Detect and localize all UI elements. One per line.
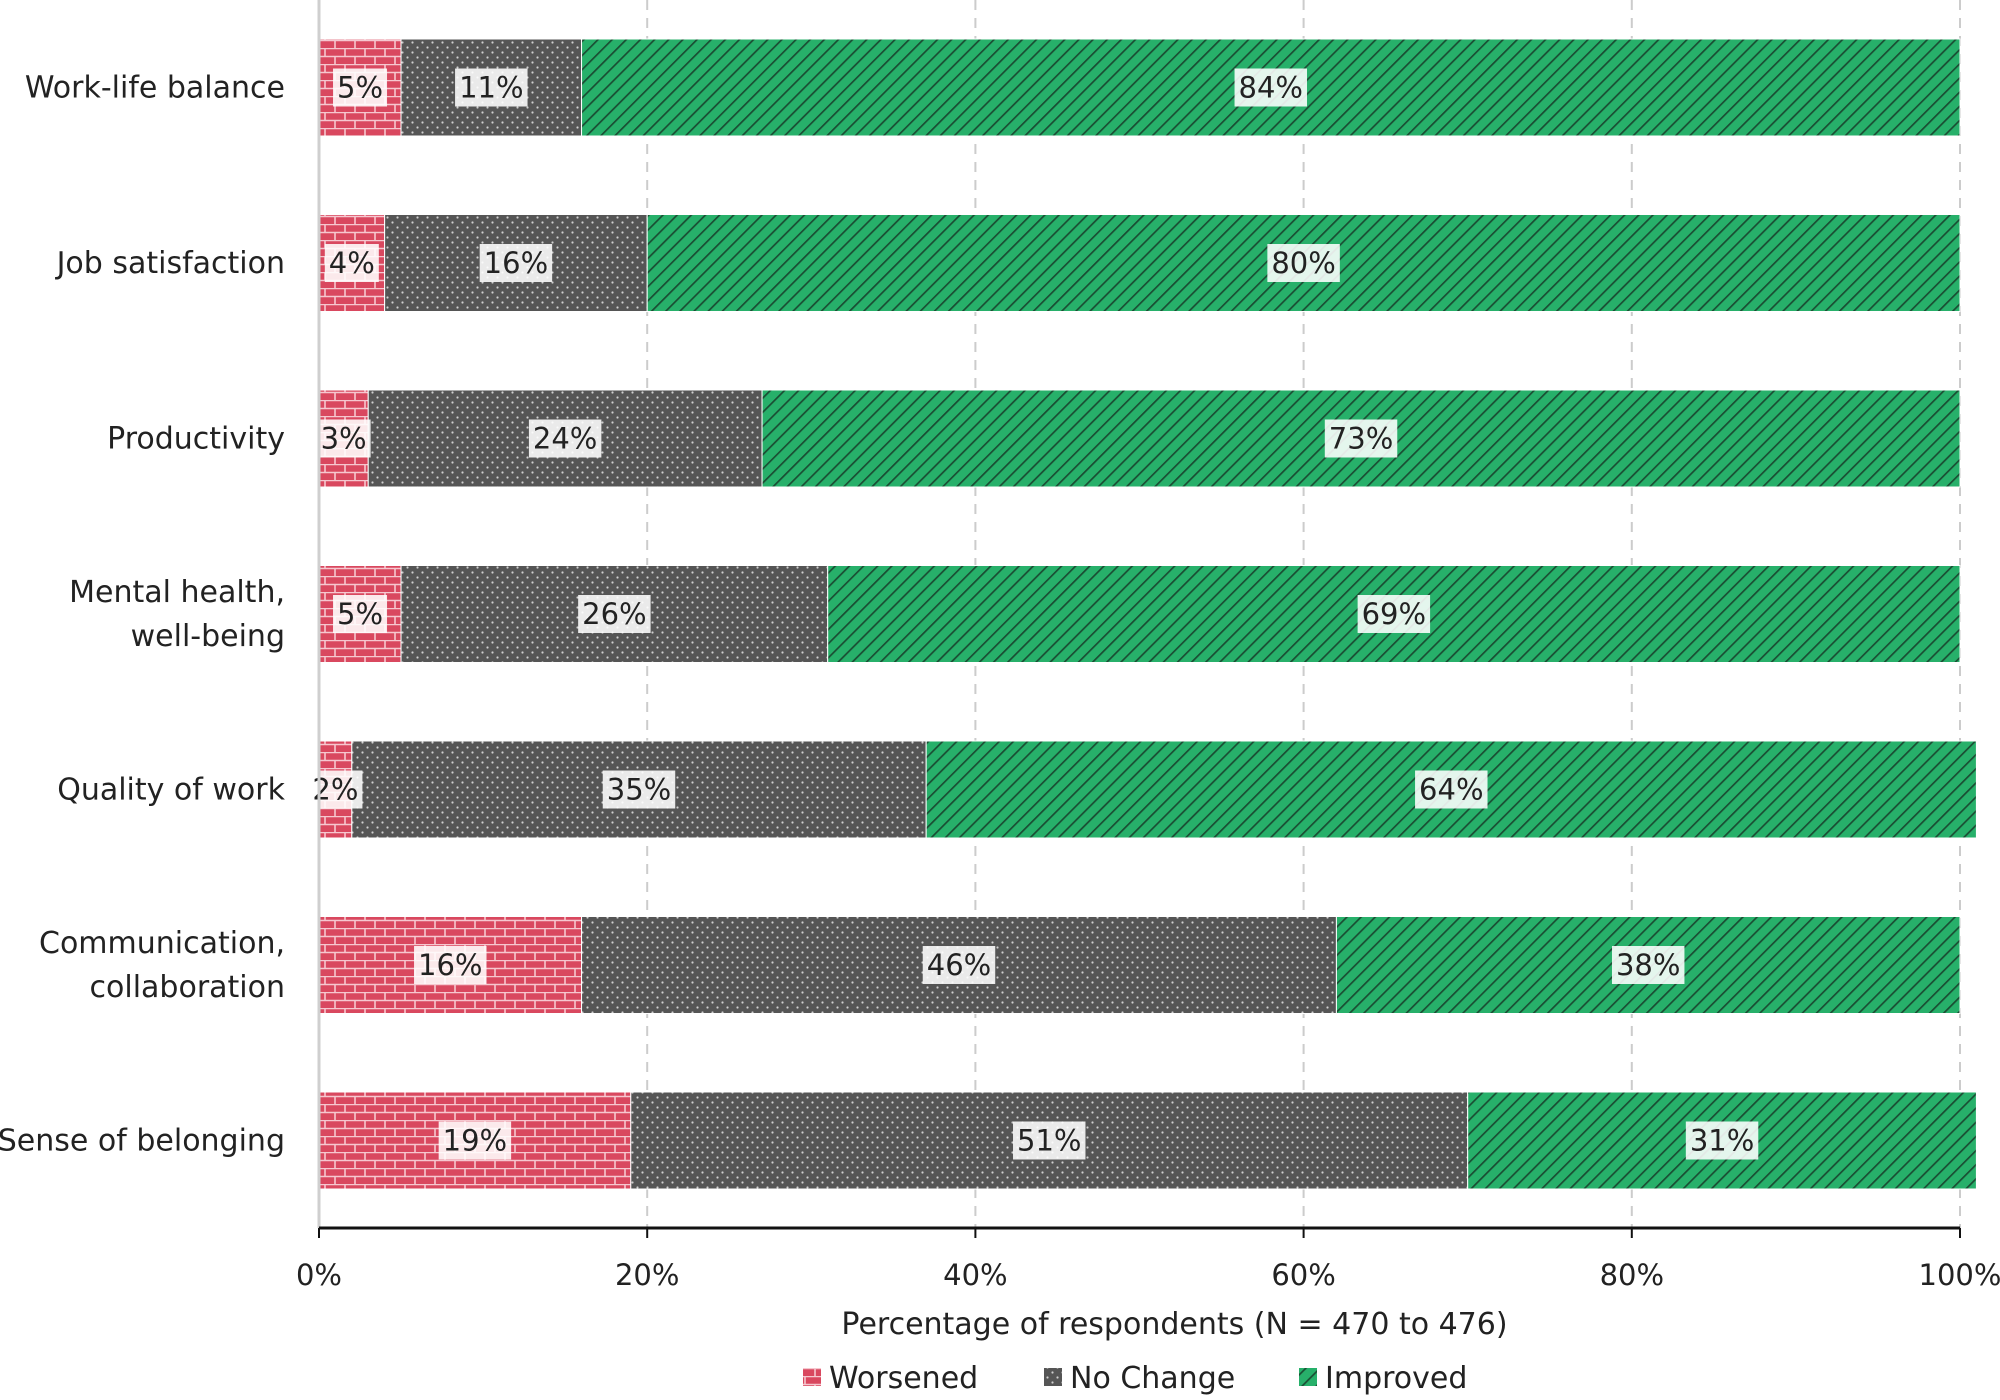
value-label-bg: [1324, 419, 1398, 458]
legend-label-no-change: No Change: [1070, 1361, 1235, 1396]
value-label-bg: [1415, 770, 1488, 809]
value-label-productivity-improved: 73%: [1329, 422, 1393, 456]
value-label-job-satisfaction-no-change: 16%: [484, 246, 548, 280]
value-label-bg: [324, 244, 379, 282]
value-label-bg: [455, 68, 528, 107]
value-label-sense-of-belonging-no-change: 51%: [1017, 1124, 1081, 1158]
value-label-bg: [333, 68, 388, 107]
value-label-bg: [333, 595, 388, 633]
category-label-communication-collaboration-line-1: Communication,: [39, 926, 285, 961]
value-label-work-life-balance-improved: 84%: [1239, 71, 1303, 105]
value-label-bg: [479, 244, 553, 282]
value-label-bg: [1013, 1121, 1086, 1160]
value-label-bg: [438, 1121, 512, 1160]
value-label-bg: [316, 419, 371, 458]
value-label-bg: [308, 770, 363, 809]
value-label-bg: [1357, 595, 1431, 633]
value-label-communication-collaboration-no-change: 46%: [927, 948, 991, 982]
value-label-mental-health-well-being-worsened: 5%: [337, 597, 383, 631]
x-axis-title: Percentage of respondents (N = 470 to 47…: [841, 1307, 1507, 1342]
category-label-sense-of-belonging: Sense of belonging: [0, 1124, 285, 1159]
value-label-bg: [1267, 244, 1340, 282]
value-label-bg: [602, 770, 676, 809]
value-label-quality-of-work-no-change: 35%: [607, 773, 671, 807]
value-label-work-life-balance-no-change: 11%: [459, 71, 523, 105]
bars: [318, 38, 1977, 1190]
category-label-productivity: Productivity: [107, 422, 285, 457]
value-label-quality-of-work-improved: 64%: [1419, 773, 1483, 807]
value-label-bg: [922, 946, 996, 984]
x-tick-label-60: 60%: [1271, 1258, 1335, 1292]
value-label-bg: [578, 595, 651, 633]
category-label-mental-health-well-being-line-2: well-being: [131, 619, 285, 654]
value-label-job-satisfaction-worsened: 4%: [329, 246, 375, 280]
value-label-bg: [528, 419, 602, 458]
value-label-communication-collaboration-worsened: 16%: [418, 948, 482, 982]
category-label-job-satisfaction: Job satisfaction: [55, 246, 285, 281]
x-tick-label-40: 40%: [943, 1258, 1007, 1292]
value-label-work-life-balance-worsened: 5%: [337, 71, 383, 105]
legend-label-improved: Improved: [1325, 1361, 1467, 1396]
value-label-bg: [1611, 946, 1685, 984]
x-tick-label-80: 80%: [1600, 1258, 1664, 1292]
category-label-quality-of-work: Quality of work: [57, 773, 285, 808]
value-labels: 5% 11% 84%4% 16% 80%3% 24% 73%5% 26% 69%2% 35% 64%…: [308, 68, 1759, 1160]
x-tick-label-100: 100%: [1919, 1258, 2000, 1292]
value-label-communication-collaboration-improved: 38%: [1616, 948, 1680, 982]
legend-swatch-worsened: [803, 1368, 821, 1386]
axes: Work-life balance Job satisfaction Product…: [0, 0, 2000, 1342]
value-label-mental-health-well-being-no-change: 26%: [582, 597, 646, 631]
value-label-productivity-worsened: 3%: [321, 422, 367, 456]
category-label-work-life-balance: Work-life balance: [25, 71, 285, 106]
value-label-productivity-no-change: 24%: [533, 422, 597, 456]
legend-swatch-no-change: [1044, 1368, 1062, 1386]
bar-job-satisfaction-no-change: [384, 214, 648, 312]
x-tick-label-0: 0%: [296, 1258, 342, 1292]
x-tick-label-20: 20%: [615, 1258, 679, 1292]
value-label-mental-health-well-being-improved: 69%: [1362, 597, 1426, 631]
value-label-bg: [1685, 1121, 1759, 1160]
value-label-sense-of-belonging-improved: 31%: [1690, 1124, 1754, 1158]
value-label-sense-of-belonging-worsened: 19%: [443, 1124, 507, 1158]
category-label-communication-collaboration-line-2: collaboration: [90, 970, 285, 1005]
value-label-bg: [1234, 68, 1308, 107]
value-label-job-satisfaction-improved: 80%: [1271, 246, 1335, 280]
category-label-mental-health-well-being-line-1: Mental health,: [69, 575, 285, 610]
legend-label-worsened: Worsened: [829, 1361, 978, 1396]
legend: Worsened No Change Improved: [803, 1361, 1467, 1396]
legend-swatch-improved: [1299, 1368, 1317, 1386]
value-label-bg: [414, 946, 487, 984]
